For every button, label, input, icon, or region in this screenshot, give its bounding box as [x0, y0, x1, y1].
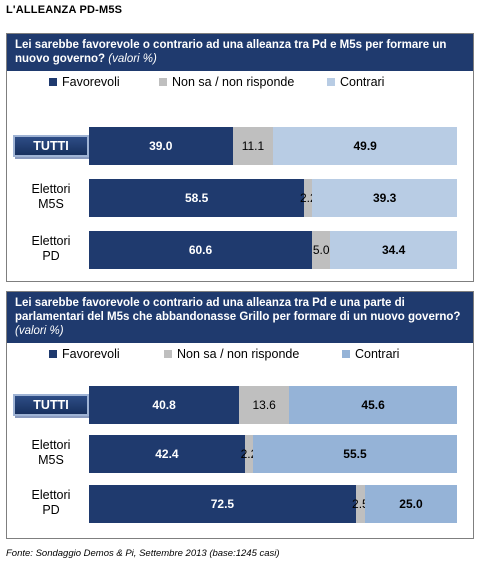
chart-2-title: Lei sarebbe favorevole o contrario ad un… — [15, 297, 461, 323]
chart-2-question: Lei sarebbe favorevole o contrario ad un… — [7, 292, 473, 343]
stacked-bar: 39.0 11.1 49.9 — [89, 127, 457, 165]
value-label: 2.5 — [352, 497, 369, 511]
value-label: 58.5 — [184, 191, 209, 205]
bar-segment-non-sa: 5.0 — [312, 231, 331, 269]
legend-label-favorevoli: Favorevoli — [62, 347, 120, 361]
chart-panel-2: Lei sarebbe favorevole o contrario ad un… — [6, 291, 474, 539]
bar-segment-non-sa: 13.6 — [239, 386, 290, 424]
value-label: 39.0 — [149, 139, 173, 153]
chart-2-legend: Favorevoli Non sa / non risponde Contrar… — [7, 343, 473, 365]
bar-segment-favorevoli: 72.5 — [89, 485, 356, 523]
chart-2-title-note: (valori %) — [15, 325, 64, 337]
bar-segment-non-sa: 2.2 — [241, 435, 257, 473]
chart-row: TUTTI 39.0 11.1 49.9 — [7, 127, 475, 165]
bar-segment-contrari: 39.3 — [312, 179, 457, 217]
category-label: Elettori PD — [31, 488, 71, 517]
legend-swatch-favorevoli — [49, 78, 57, 86]
bar-segment-favorevoli: 39.0 — [89, 127, 233, 165]
chart-1-title: Lei sarebbe favorevole o contrario ad un… — [15, 39, 447, 65]
chart-1-legend: Favorevoli Non sa / non risponde Contrar… — [7, 71, 473, 93]
stacked-bar: 40.8 13.6 45.6 — [89, 386, 457, 424]
stacked-bar: 60.6 5.0 34.4 — [89, 231, 457, 269]
bar-segment-contrari: 49.9 — [273, 127, 457, 165]
chart-row: Elettori M5S 42.4 2.2 55.5 — [7, 435, 475, 473]
bar-segment-contrari: 25.0 — [364, 485, 457, 523]
category-label: TUTTI — [13, 135, 89, 157]
value-label: 13.6 — [252, 398, 276, 412]
value-label: 40.8 — [152, 398, 176, 412]
bar-segment-non-sa: 2.2 — [300, 179, 317, 217]
bar-segment-non-sa: 2.5 — [352, 485, 369, 523]
legend-item-favorevoli: Favorevoli — [49, 347, 120, 361]
stacked-bar: 58.5 2.2 39.3 — [89, 179, 457, 217]
chart-panel-1: Lei sarebbe favorevole o contrario ad un… — [6, 33, 474, 282]
bar-segment-non-sa: 11.1 — [232, 127, 274, 165]
value-label: 72.5 — [210, 497, 235, 511]
chart-row: Elettori PD 60.6 5.0 34.4 — [7, 231, 475, 269]
legend-item-contrari: Contrari — [327, 75, 384, 89]
legend-swatch-contrari — [327, 78, 335, 86]
value-label: 55.5 — [343, 447, 367, 461]
value-label: 5.0 — [312, 243, 330, 257]
legend-swatch-non-sa — [159, 78, 167, 86]
page-title: L'ALLEANZA PD-M5S — [6, 4, 123, 16]
bar-segment-contrari: 45.6 — [289, 386, 457, 424]
bar-segment-favorevoli: 40.8 — [89, 386, 240, 424]
legend-item-favorevoli: Favorevoli — [49, 75, 120, 89]
legend-item-non-sa: Non sa / non risponde — [164, 347, 299, 361]
legend-swatch-favorevoli — [49, 350, 57, 358]
chart-row: Elettori M5S 58.5 2.2 39.3 — [7, 179, 475, 217]
bar-segment-favorevoli: 42.4 — [89, 435, 245, 473]
legend-label-non-sa: Non sa / non risponde — [177, 347, 300, 361]
value-label: 42.4 — [155, 447, 179, 461]
stacked-bar: 72.5 2.5 25.0 — [89, 485, 457, 523]
legend-label-favorevoli: Favorevoli — [62, 75, 120, 89]
value-label: 49.9 — [353, 139, 377, 153]
category-label: Elettori M5S — [31, 438, 71, 467]
legend-swatch-contrari — [342, 350, 350, 358]
value-label: 11.1 — [241, 139, 265, 153]
value-label: 25.0 — [399, 497, 423, 511]
chart-1-question: Lei sarebbe favorevole o contrario ad un… — [7, 34, 473, 71]
value-label: 34.4 — [382, 243, 406, 257]
bar-segment-contrari: 34.4 — [330, 231, 457, 269]
chart-1-title-note: (valori %) — [108, 53, 157, 65]
category-label: Elettori M5S — [31, 182, 71, 211]
legend-label-contrari: Contrari — [340, 75, 385, 89]
bar-segment-favorevoli: 60.6 — [89, 231, 312, 269]
value-label: 45.6 — [361, 398, 385, 412]
legend-item-contrari: Contrari — [342, 347, 399, 361]
chart-row: Elettori PD 72.5 2.5 25.0 — [7, 485, 475, 523]
legend-label-non-sa: Non sa / non risponde — [172, 75, 295, 89]
chart-row: TUTTI 40.8 13.6 45.6 — [7, 386, 475, 424]
bar-segment-contrari: 55.5 — [252, 435, 457, 473]
category-label: Elettori PD — [31, 234, 71, 263]
bar-segment-favorevoli: 58.5 — [89, 179, 305, 217]
value-label: 60.6 — [188, 243, 213, 257]
stacked-bar: 42.4 2.2 55.5 — [89, 435, 457, 473]
category-label: TUTTI — [13, 394, 89, 416]
legend-item-non-sa: Non sa / non risponde — [159, 75, 294, 89]
legend-label-contrari: Contrari — [355, 347, 400, 361]
value-label: 39.3 — [372, 191, 397, 205]
source-footer: Fonte: Sondaggio Demos & Pi, Settembre 2… — [6, 548, 280, 559]
legend-swatch-non-sa — [164, 350, 172, 358]
